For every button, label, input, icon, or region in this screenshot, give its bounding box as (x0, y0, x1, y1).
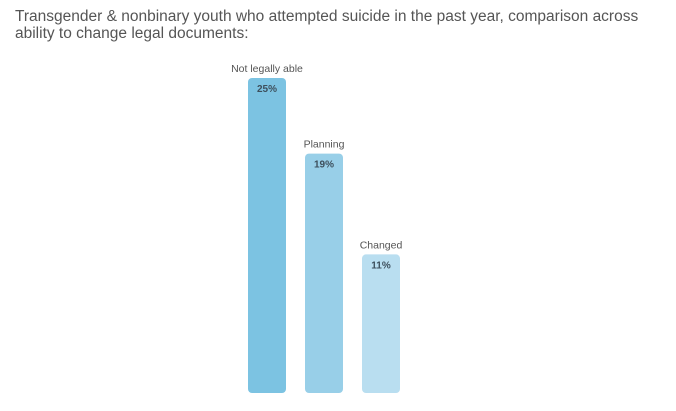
bars-group: Not legally able 25% Planning 19% Changed 11% (231, 63, 402, 393)
value-label: 19% (314, 160, 334, 171)
value-label: 25% (257, 84, 277, 95)
bar-changed (362, 254, 400, 393)
category-label: Not legally able (231, 63, 303, 75)
value-label: 11% (371, 260, 391, 271)
category-label: Planning (304, 139, 345, 151)
bar-not-legally-able (248, 78, 286, 393)
bar-planning (305, 153, 343, 393)
chart-title: Transgender & nonbinary youth who attemp… (15, 8, 639, 42)
category-label: Changed (360, 239, 403, 251)
